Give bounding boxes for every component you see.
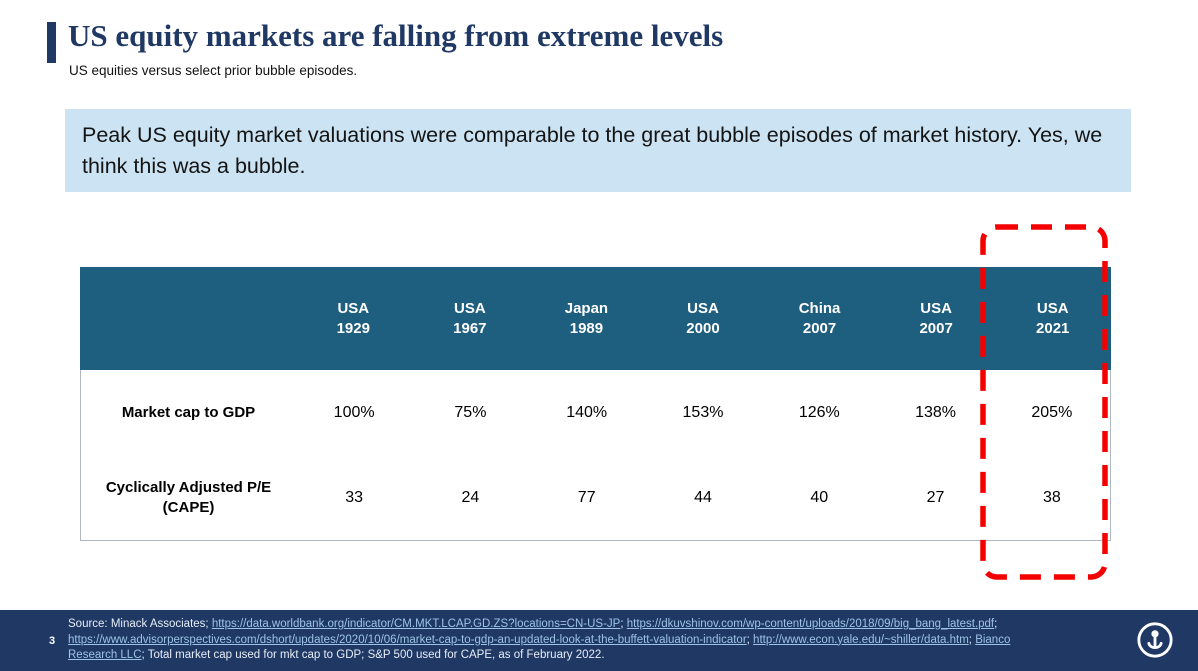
table-cell: 75% bbox=[454, 403, 487, 421]
brand-logo bbox=[1136, 621, 1174, 659]
table-cell: 140% bbox=[566, 403, 608, 421]
callout-text: Peak US equity market valuations were co… bbox=[82, 123, 1103, 178]
column-header-region: Japan bbox=[564, 299, 609, 317]
table-cell: 153% bbox=[682, 403, 724, 421]
table-cell: 44 bbox=[694, 488, 712, 506]
slide-subtitle: US equities versus select prior bubble e… bbox=[69, 63, 358, 78]
table-body: Market cap to GDP 100% 75% 140% 153% 126% 138%… bbox=[80, 370, 1111, 541]
column-header-year: 2007 bbox=[802, 319, 837, 337]
column-header-year: 1989 bbox=[569, 319, 604, 337]
source-link[interactable]: Bianco Research LLC bbox=[68, 633, 1011, 662]
source-text-segment: ; bbox=[746, 633, 754, 646]
footer: 3 Source: Minack Associates; https://dat… bbox=[0, 610, 1198, 671]
source-link[interactable]: https://dkuvshinov.com/wp-content/upload… bbox=[626, 618, 995, 630]
table-row: Market cap to GDP 100% 75% 140% 153% 126% 138%… bbox=[81, 370, 1110, 455]
source-text-segment: Source: Minack Associates; bbox=[68, 618, 212, 630]
column-header-year: 2007 bbox=[919, 319, 953, 337]
column-header: USA 1967 bbox=[412, 267, 529, 370]
table-cell: 27 bbox=[926, 488, 945, 506]
table-cell: 138% bbox=[915, 403, 957, 421]
column-header-region: USA bbox=[920, 299, 952, 317]
source-text-segment: ; bbox=[620, 618, 627, 630]
table-cell: 40 bbox=[810, 488, 829, 506]
source-link[interactable]: https://data.worldbank.org/indicator/CM.… bbox=[211, 618, 621, 630]
table-cell: 77 bbox=[577, 488, 596, 506]
column-header-region: USA bbox=[687, 299, 719, 317]
column-header-year: 1967 bbox=[453, 319, 487, 337]
source-text-segment: ; Total market cap used for mkt cap to G… bbox=[141, 649, 605, 661]
callout-box: Peak US equity market valuations were co… bbox=[65, 109, 1131, 193]
table-cell: 205% bbox=[1031, 403, 1073, 421]
column-header-region: USA bbox=[454, 299, 486, 317]
column-header-region: China bbox=[798, 299, 841, 317]
table-cell: 33 bbox=[345, 488, 364, 506]
column-header-blank bbox=[80, 267, 295, 370]
column-header-year: 2021 bbox=[1036, 319, 1070, 337]
table-cell: 38 bbox=[1042, 488, 1061, 506]
column-header: China 2007 bbox=[761, 267, 878, 370]
table-cell: 100% bbox=[333, 403, 375, 421]
column-header: USA 1929 bbox=[295, 267, 412, 370]
title-row: US equity markets are falling from extre… bbox=[47, 18, 723, 63]
column-header-region: USA bbox=[337, 299, 370, 317]
table-cell: 126% bbox=[798, 403, 840, 421]
column-header: USA 2007 bbox=[878, 267, 995, 370]
table-cell: 24 bbox=[461, 488, 480, 506]
title-accent-bar bbox=[47, 22, 56, 63]
valuation-table: USA 1929 USA 1967 Japan 1989 USA 2000 China 2007 U… bbox=[80, 267, 1111, 541]
source-text-segment: ; bbox=[994, 618, 998, 630]
column-header-region: USA bbox=[1036, 299, 1069, 317]
column-header: Japan 1989 bbox=[528, 267, 645, 370]
anchor-badge-icon bbox=[1137, 622, 1173, 658]
column-header: USA 2021 bbox=[994, 267, 1111, 370]
source-link[interactable]: http://www.econ.yale.edu/~shiller/data.h… bbox=[753, 633, 969, 646]
column-header-year: 1929 bbox=[336, 319, 370, 337]
row-label: Cyclically Adjusted P/E (CAPE) bbox=[105, 479, 272, 516]
source-text-segment: ; bbox=[968, 633, 976, 646]
slide-title: US equity markets are falling from extre… bbox=[68, 18, 724, 53]
column-header: USA 2000 bbox=[645, 267, 762, 370]
source-text: Source: Minack Associates; https://data.… bbox=[68, 617, 1040, 664]
table-row: Cyclically Adjusted P/E (CAPE) 33 24 77 44 40… bbox=[81, 455, 1110, 540]
table-header-row: USA 1929 USA 1967 Japan 1989 USA 2000 China 2007 U… bbox=[80, 267, 1111, 370]
page-number: 3 bbox=[49, 635, 56, 647]
source-link[interactable]: https://www.advisorperspectives.com/dsho… bbox=[68, 633, 747, 646]
row-label: Market cap to GDP bbox=[121, 403, 256, 421]
column-header-year: 2000 bbox=[686, 319, 720, 337]
